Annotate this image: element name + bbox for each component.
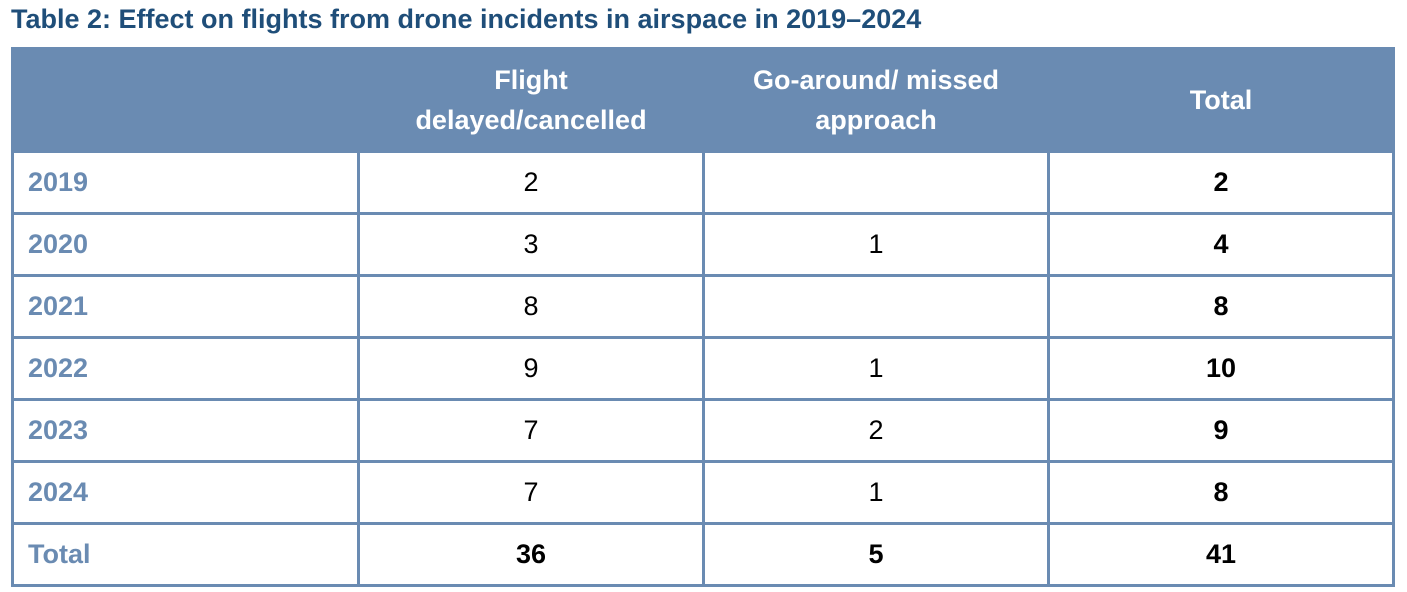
header-text: delayed/cancelled xyxy=(415,105,647,135)
table-cell: 7 xyxy=(357,460,705,525)
table-cell: 9 xyxy=(1047,398,1395,463)
table-cell: 9 xyxy=(357,336,705,401)
row-label: 2022 xyxy=(11,336,360,401)
header-cell: Go-around/ missed approach xyxy=(702,47,1050,153)
table-cell: 2 xyxy=(357,150,705,215)
data-table: Flight delayed/cancelled Go-around/ missed… xyxy=(11,47,1395,587)
table-row: 2022 9 1 10 xyxy=(11,336,1395,401)
table-cell: 41 xyxy=(1047,522,1395,587)
table-cell xyxy=(702,150,1050,215)
table-cell: 5 xyxy=(702,522,1050,587)
table-cell: 8 xyxy=(1047,460,1395,525)
table-row: Total 36 5 41 xyxy=(11,522,1395,587)
table-cell: 1 xyxy=(702,460,1050,525)
row-label: 2024 xyxy=(11,460,360,525)
header-row: Flight delayed/cancelled Go-around/ missed… xyxy=(11,47,1395,153)
table-cell: 4 xyxy=(1047,212,1395,277)
table-cell: 2 xyxy=(702,398,1050,463)
row-label: 2021 xyxy=(11,274,360,339)
table-cell: 7 xyxy=(357,398,705,463)
header-text: Go-around/ missed xyxy=(752,65,1000,95)
row-label: Total xyxy=(11,522,360,587)
table-row: 2024 7 1 8 xyxy=(11,460,1395,525)
row-label: 2020 xyxy=(11,212,360,277)
header-cell: Total xyxy=(1047,47,1395,153)
table-cell xyxy=(702,274,1050,339)
header-text: Flight xyxy=(494,65,568,95)
table-cell: 36 xyxy=(357,522,705,587)
table-cell: 8 xyxy=(1047,274,1395,339)
table-cell: 1 xyxy=(702,336,1050,401)
header-text: approach xyxy=(815,105,937,135)
row-label: 2019 xyxy=(11,150,360,215)
table-row: 2019 2 2 xyxy=(11,150,1395,215)
table-cell: 3 xyxy=(357,212,705,277)
header-cell: Flight delayed/cancelled xyxy=(357,47,705,153)
header-corner xyxy=(11,47,360,153)
table-cell: 10 xyxy=(1047,336,1395,401)
table-row: 2023 7 2 9 xyxy=(11,398,1395,463)
table-row: 2020 3 1 4 xyxy=(11,212,1395,277)
table-cell: 2 xyxy=(1047,150,1395,215)
table-cell: 8 xyxy=(357,274,705,339)
row-label: 2023 xyxy=(11,398,360,463)
header-text: Total xyxy=(1189,85,1253,115)
table-cell: 1 xyxy=(702,212,1050,277)
table-title: Table 2: Effect on flights from drone in… xyxy=(11,4,922,34)
table-row: 2021 8 8 xyxy=(11,274,1395,339)
